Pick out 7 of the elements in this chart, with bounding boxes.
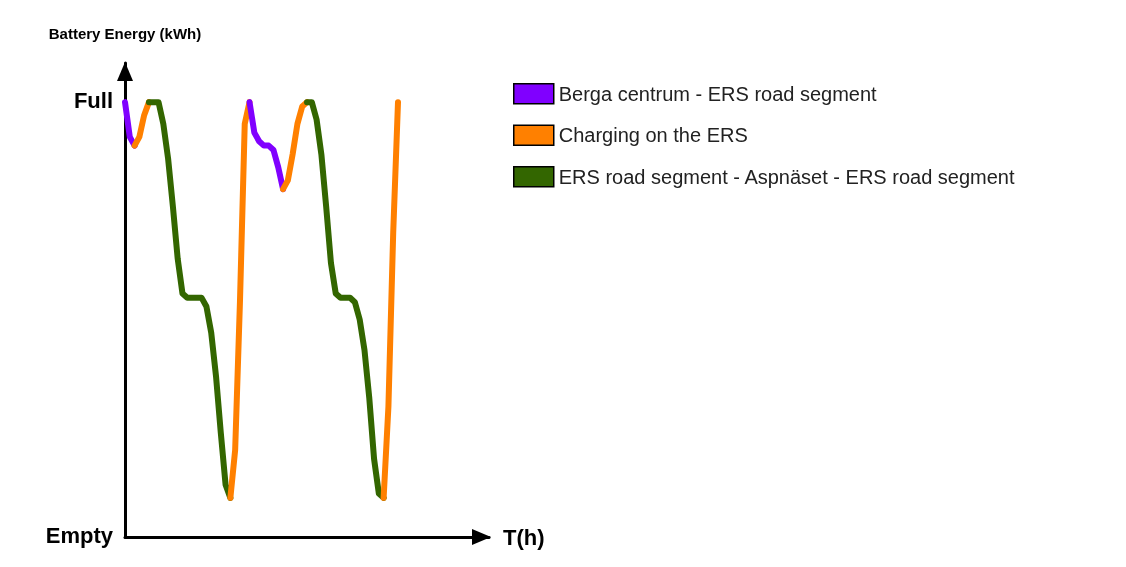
legend-label: ERS road segment - Aspnäset - ERS road segment — [558, 165, 1015, 188]
y-axis-title: Battery Energy (kWh) — [48, 25, 202, 42]
text: Full — [73, 87, 114, 113]
text: Empty — [45, 522, 114, 548]
x-axis-title: T(h) — [503, 524, 545, 550]
legend-label: Charging on the ERS — [558, 124, 748, 147]
legend-label: Berga centrum - ERS road segment — [558, 82, 878, 105]
